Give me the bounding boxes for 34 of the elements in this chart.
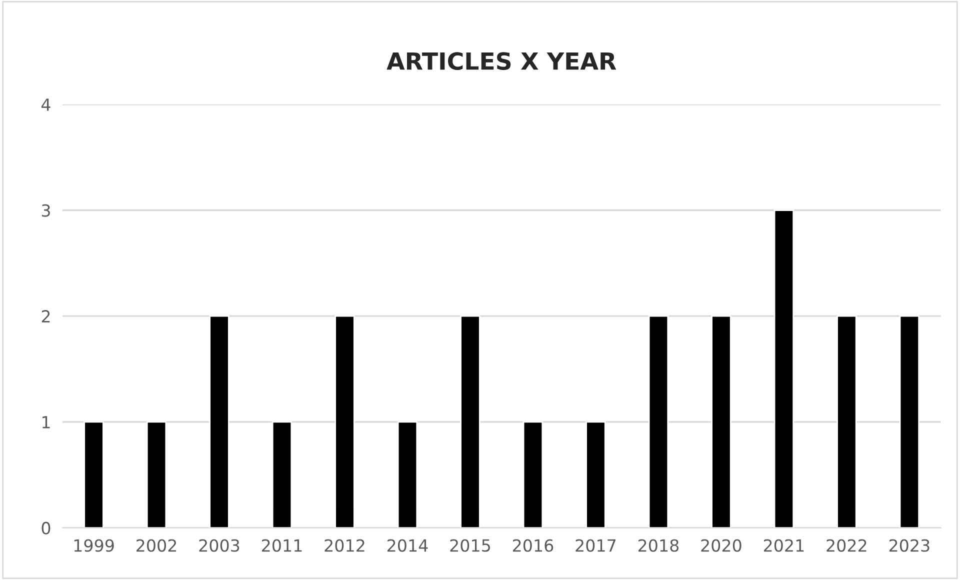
x-tick-label: 2022 [826, 539, 866, 552]
bar [397, 421, 418, 528]
x-tick-label: 2020 [701, 539, 742, 552]
y-tick-label: 1 [42, 416, 50, 428]
x-tick-label: 2014 [388, 539, 428, 552]
bar [648, 315, 669, 528]
x-tick-label: 2002 [136, 539, 176, 552]
x-tick-label: 1999 [74, 539, 114, 552]
bar [209, 315, 230, 528]
bar [146, 421, 167, 528]
bar [586, 421, 606, 528]
x-tick-label: 2021 [764, 539, 804, 552]
x-tick-label: 2011 [262, 539, 302, 552]
bar [522, 421, 544, 528]
x-tick-label: 2003 [199, 539, 240, 552]
y-tick-label: 0 [42, 522, 50, 534]
x-tick-label: 2018 [638, 539, 679, 552]
bar [84, 421, 104, 528]
x-tick-label: 2012 [324, 539, 364, 552]
y-tick-label: 3 [42, 204, 50, 217]
chart-title: ARTICLES X YEAR [386, 52, 616, 70]
bar [774, 210, 794, 528]
y-tick-label: 2 [42, 310, 50, 322]
bar [899, 315, 920, 528]
bar [460, 315, 480, 528]
x-tick-label: 2017 [576, 539, 616, 552]
bar [836, 315, 857, 528]
bar [272, 421, 292, 528]
bar [711, 315, 732, 528]
x-tick-label: 2023 [889, 539, 930, 552]
y-tick-label: 4 [42, 98, 50, 111]
x-tick-label: 2015 [450, 539, 490, 552]
x-tick-label: 2016 [512, 539, 554, 552]
bar [334, 315, 355, 528]
